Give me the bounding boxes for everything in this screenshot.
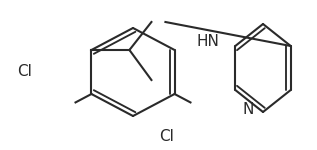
- Text: N: N: [242, 102, 254, 117]
- Text: Cl: Cl: [17, 64, 32, 80]
- Text: Cl: Cl: [159, 129, 174, 144]
- Text: HN: HN: [197, 34, 220, 50]
